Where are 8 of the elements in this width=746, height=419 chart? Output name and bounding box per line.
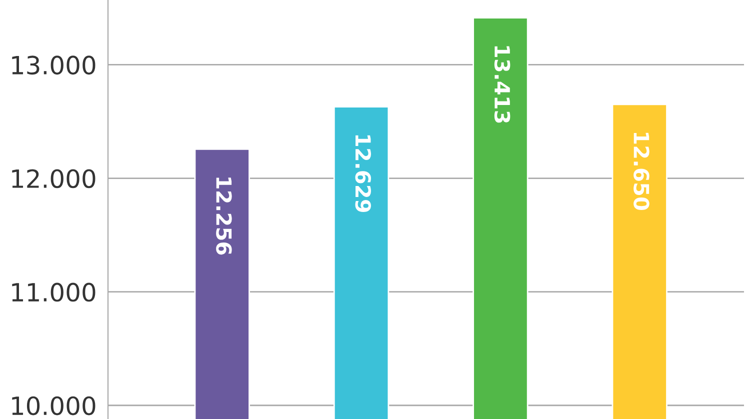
data-label: 12.629 <box>355 135 371 212</box>
data-label: 12.256 <box>216 178 232 255</box>
data-label: 13.413 <box>494 46 510 123</box>
y-tick-label: 12.000 <box>12 169 96 188</box>
y-tick-label: 13.000 <box>12 56 96 75</box>
y-tick-label: 10.000 <box>12 396 96 416</box>
data-label: 12.650 <box>634 132 650 210</box>
y-tick-label: 11.000 <box>12 282 96 302</box>
